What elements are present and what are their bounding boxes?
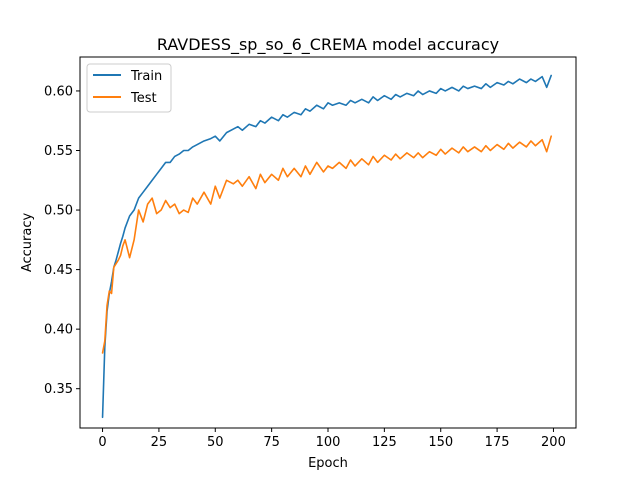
x-tick-label: 75 bbox=[263, 435, 280, 450]
y-tick-label: 0.40 bbox=[44, 323, 73, 338]
y-tick-label: 0.35 bbox=[44, 382, 73, 397]
legend-label-test: Test bbox=[130, 91, 157, 106]
y-axis: 0.35 0.40 0.45 0.50 0.55 0.60 bbox=[44, 84, 80, 397]
y-tick-label: 0.45 bbox=[44, 263, 73, 278]
x-tick-label: 25 bbox=[151, 435, 168, 450]
x-tick-label: 175 bbox=[485, 435, 510, 450]
y-axis-label: Accuracy bbox=[20, 213, 35, 273]
x-tick-label: 0 bbox=[98, 435, 106, 450]
x-tick-label: 125 bbox=[372, 435, 397, 450]
legend: Train Test bbox=[86, 63, 172, 113]
plot-area bbox=[101, 74, 553, 419]
x-tick-label: 100 bbox=[316, 435, 341, 450]
legend-label-train: Train bbox=[130, 69, 162, 84]
y-tick-label: 0.55 bbox=[44, 144, 73, 159]
chart-title: RAVDESS_sp_so_6_CREMA model accuracy bbox=[157, 35, 499, 55]
series-line-train bbox=[101, 74, 553, 419]
y-tick-label: 0.60 bbox=[44, 84, 73, 99]
x-axis: 0 25 50 75 100 125 150 175 200 bbox=[98, 428, 566, 450]
series-line-test bbox=[101, 135, 553, 354]
y-tick-label: 0.50 bbox=[44, 204, 73, 219]
x-axis-label: Epoch bbox=[308, 456, 348, 471]
x-tick-label: 200 bbox=[541, 435, 566, 450]
x-tick-label: 50 bbox=[207, 435, 224, 450]
x-tick-label: 150 bbox=[428, 435, 453, 450]
